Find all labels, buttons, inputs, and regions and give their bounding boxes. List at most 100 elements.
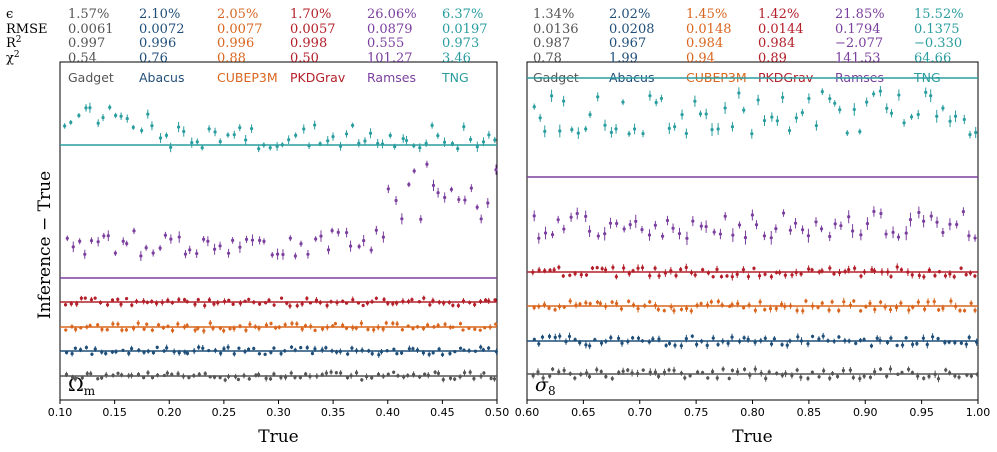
- point-tng: [388, 133, 392, 138]
- point-ramses: [113, 251, 117, 255]
- point-ramses: [743, 235, 748, 240]
- point-ramses: [704, 224, 708, 229]
- point-abacus: [269, 350, 273, 355]
- point-cubep3m: [473, 327, 477, 331]
- point-abacus: [695, 342, 699, 347]
- point-gadget: [411, 372, 416, 377]
- point-cubep3m: [406, 324, 410, 328]
- point-pkdgrav: [451, 303, 455, 307]
- point-cubep3m: [911, 305, 915, 309]
- point-cubep3m: [730, 302, 734, 307]
- point-gadget: [900, 370, 904, 375]
- point-abacus: [338, 349, 342, 354]
- point-gadget: [242, 374, 246, 378]
- point-tng: [380, 142, 385, 146]
- point-pkdgrav: [735, 272, 739, 276]
- point-abacus: [310, 351, 315, 356]
- point-ramses: [754, 223, 759, 227]
- point-cubep3m: [448, 325, 452, 329]
- point-ramses: [357, 244, 361, 249]
- point-abacus: [742, 336, 746, 340]
- point-gadget: [402, 375, 406, 379]
- point-abacus: [183, 350, 187, 354]
- point-ramses: [319, 234, 323, 238]
- point-cubep3m: [804, 299, 808, 303]
- point-gadget: [715, 376, 719, 380]
- point-abacus: [796, 335, 800, 339]
- point-ramses: [96, 240, 100, 244]
- point-tng: [929, 94, 933, 98]
- point-ramses: [532, 214, 536, 218]
- point-pkdgrav: [142, 299, 146, 303]
- point-pkdgrav: [410, 298, 414, 302]
- point-cubep3m: [150, 328, 154, 332]
- point-ramses: [660, 234, 665, 238]
- point-abacus: [370, 351, 374, 356]
- point-gadget: [810, 370, 814, 374]
- point-tng: [294, 133, 298, 137]
- point-ramses: [731, 233, 735, 237]
- point-pkdgrav: [314, 298, 319, 302]
- x-tick-label: 0.85: [797, 406, 822, 419]
- point-tng: [693, 99, 697, 103]
- point-pkdgrav: [351, 298, 355, 302]
- point-pkdgrav: [154, 301, 159, 305]
- point-cubep3m: [631, 303, 636, 307]
- point-ramses: [750, 213, 754, 217]
- point-gadget: [817, 375, 821, 379]
- point-pkdgrav: [63, 303, 68, 307]
- point-cubep3m: [451, 325, 455, 329]
- point-abacus: [257, 352, 262, 356]
- metric-value-gadget-1: 0.0136: [533, 22, 579, 37]
- point-tng: [710, 127, 714, 132]
- point-abacus: [185, 351, 190, 355]
- point-abacus: [651, 337, 655, 341]
- point-ramses: [394, 198, 398, 203]
- point-ramses: [653, 223, 657, 227]
- point-ramses: [712, 230, 716, 234]
- point-pkdgrav: [590, 266, 595, 270]
- point-pkdgrav: [622, 266, 626, 270]
- point-cubep3m: [916, 300, 920, 304]
- point-tng: [909, 115, 914, 119]
- point-gadget: [381, 374, 385, 378]
- metric-label-3: χ2: [6, 50, 20, 66]
- point-pkdgrav: [437, 300, 441, 304]
- point-pkdgrav: [145, 300, 150, 304]
- point-abacus: [110, 350, 114, 354]
- point-ramses: [699, 224, 703, 228]
- point-gadget: [386, 372, 390, 376]
- point-cubep3m: [354, 326, 358, 330]
- point-gadget: [975, 372, 979, 376]
- point-gadget: [458, 375, 462, 379]
- point-tng: [146, 112, 150, 116]
- point-gadget: [969, 374, 973, 378]
- point-cubep3m: [111, 322, 115, 326]
- point-ramses: [929, 214, 933, 218]
- point-gadget: [146, 371, 150, 375]
- point-ramses: [891, 230, 895, 234]
- point-tng: [213, 130, 217, 134]
- point-gadget: [700, 370, 705, 375]
- metric-value-ramses-2: −2.077: [835, 36, 883, 51]
- point-ramses: [833, 222, 837, 226]
- point-cubep3m: [295, 322, 299, 326]
- point-abacus: [759, 339, 763, 343]
- point-abacus: [821, 334, 825, 338]
- point-abacus: [334, 350, 339, 354]
- point-pkdgrav: [395, 301, 399, 305]
- point-abacus: [440, 353, 445, 357]
- point-abacus: [427, 352, 431, 357]
- metric-value-gadget-0: 1.34%: [533, 7, 574, 22]
- point-abacus: [711, 336, 715, 340]
- point-abacus: [584, 343, 588, 347]
- point-cubep3m: [758, 300, 762, 304]
- point-ramses: [177, 235, 181, 239]
- point-pkdgrav: [752, 266, 756, 270]
- point-pkdgrav: [917, 273, 921, 278]
- point-ramses: [550, 233, 555, 237]
- point-ramses: [879, 211, 883, 216]
- point-ramses: [762, 234, 767, 238]
